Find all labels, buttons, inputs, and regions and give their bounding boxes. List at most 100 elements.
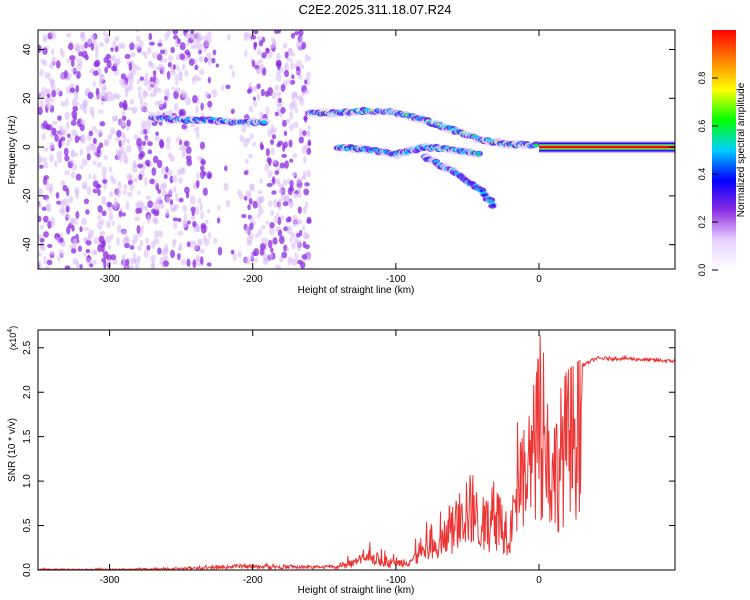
heatmap-cell [89, 263, 94, 268]
heatmap-cell [174, 204, 179, 209]
spectrogram-xlabel: Height of straight line (km) [298, 285, 415, 296]
heatmap-cell [260, 88, 265, 97]
heatmap-cell [121, 212, 126, 217]
heatmap-cell [106, 59, 112, 69]
heatmap-cell [253, 30, 259, 35]
heatmap-cell [122, 190, 128, 195]
heatmap-cell [60, 101, 66, 107]
heatmap-cell [491, 203, 496, 207]
heatmap-cell [66, 226, 71, 235]
heatmap-cell [110, 254, 117, 261]
heatmap-cell [254, 257, 259, 263]
heatmap-cell [280, 67, 284, 73]
heatmap-cell [286, 57, 293, 62]
heatmap-cell [174, 74, 180, 82]
colorbar-tick-label: 0.8 [697, 72, 707, 85]
snr-axes: -300 -200 -100 0 0.0 0.5 1.0 1.5 2.0 2.5 [22, 330, 675, 586]
heatmap-cell [148, 32, 153, 41]
heatmap-cell [256, 83, 261, 90]
heatmap-cell [71, 162, 78, 171]
heatmap-cell [197, 238, 203, 244]
snr-series-line [38, 335, 675, 570]
heatmap-cell [269, 221, 275, 229]
heatmap-cell [248, 198, 253, 205]
heatmap-cell [295, 95, 301, 101]
heatmap-cell [156, 200, 161, 205]
heatmap-cell [93, 237, 100, 245]
heatmap-cell [155, 131, 160, 137]
heatmap-cell [534, 143, 539, 147]
heatmap-cell [163, 95, 168, 101]
heatmap-cell [304, 201, 309, 209]
heatmap-cell [66, 187, 70, 197]
heatmap-cell [107, 133, 113, 140]
heatmap-cell [265, 148, 270, 157]
heatmap-cell [184, 69, 189, 77]
heatmap-cell [301, 225, 306, 232]
heatmap-cell [48, 187, 53, 195]
heatmap-cell [104, 66, 109, 74]
heatmap-cell [146, 244, 151, 251]
heatmap-cell [101, 86, 107, 92]
colorbar-tick-label: 0.4 [697, 168, 707, 181]
heatmap-cell [288, 139, 293, 148]
heatmap-cell [163, 47, 168, 57]
heatmap-cell [145, 237, 150, 244]
heatmap-cell [175, 192, 179, 202]
heatmap-cell [169, 199, 174, 206]
heatmap-cell [69, 217, 75, 225]
heatmap-cell [246, 240, 253, 246]
heatmap-cell [45, 123, 50, 131]
heatmap-cell [287, 256, 292, 266]
heatmap-cell [203, 57, 208, 63]
heatmap-cell [191, 211, 195, 217]
y-tick-label: 0 [22, 144, 33, 150]
heatmap-cell [247, 88, 251, 94]
heatmap-cell [86, 145, 91, 155]
heatmap-cell [72, 115, 78, 121]
heatmap-cell [277, 30, 282, 34]
heatmap-cell [141, 161, 147, 171]
heatmap-cell [148, 162, 153, 167]
heatmap-carrier-band [539, 146, 675, 149]
heatmap-cell [195, 205, 199, 215]
heatmap-cell [122, 260, 126, 267]
heatmap-cell [64, 111, 70, 120]
heatmap-cell [150, 263, 155, 269]
heatmap-cell [270, 147, 275, 156]
heatmap-cell [147, 46, 152, 55]
heatmap-cell [39, 242, 44, 249]
heatmap-cell [75, 211, 80, 219]
heatmap-cell [64, 170, 71, 176]
heatmap-cell [200, 165, 205, 172]
heatmap-cell [202, 187, 208, 196]
heatmap-cell [55, 236, 60, 243]
heatmap-cell [199, 256, 204, 265]
heatmap-cell [241, 125, 247, 133]
heatmap-cell [153, 179, 158, 187]
heatmap-cell [299, 36, 304, 45]
heatmap-cell [177, 217, 182, 223]
heatmap-cell [281, 251, 288, 259]
heatmap-cell [294, 31, 299, 36]
heatmap-cell [188, 58, 195, 66]
heatmap-cell [49, 62, 55, 70]
snr-ylabel: SNR (10 * v/v) [7, 418, 18, 482]
heatmap-cell [152, 70, 157, 76]
heatmap-branch-upper-left [146, 113, 270, 128]
heatmap-cell [304, 89, 310, 95]
heatmap-cell [79, 164, 84, 170]
heatmap-cell [179, 71, 183, 81]
heatmap-cell [42, 215, 49, 223]
heatmap-cell [211, 88, 218, 98]
heatmap-cell [296, 232, 301, 238]
heatmap-cell [203, 237, 210, 247]
heatmap-cell [190, 122, 196, 128]
heatmap-cell [56, 150, 62, 160]
heatmap-cell [283, 69, 290, 78]
heatmap-cell [275, 264, 282, 269]
heatmap-cell [92, 70, 99, 77]
heatmap-cell [268, 226, 275, 236]
heatmap-cell [108, 211, 114, 221]
